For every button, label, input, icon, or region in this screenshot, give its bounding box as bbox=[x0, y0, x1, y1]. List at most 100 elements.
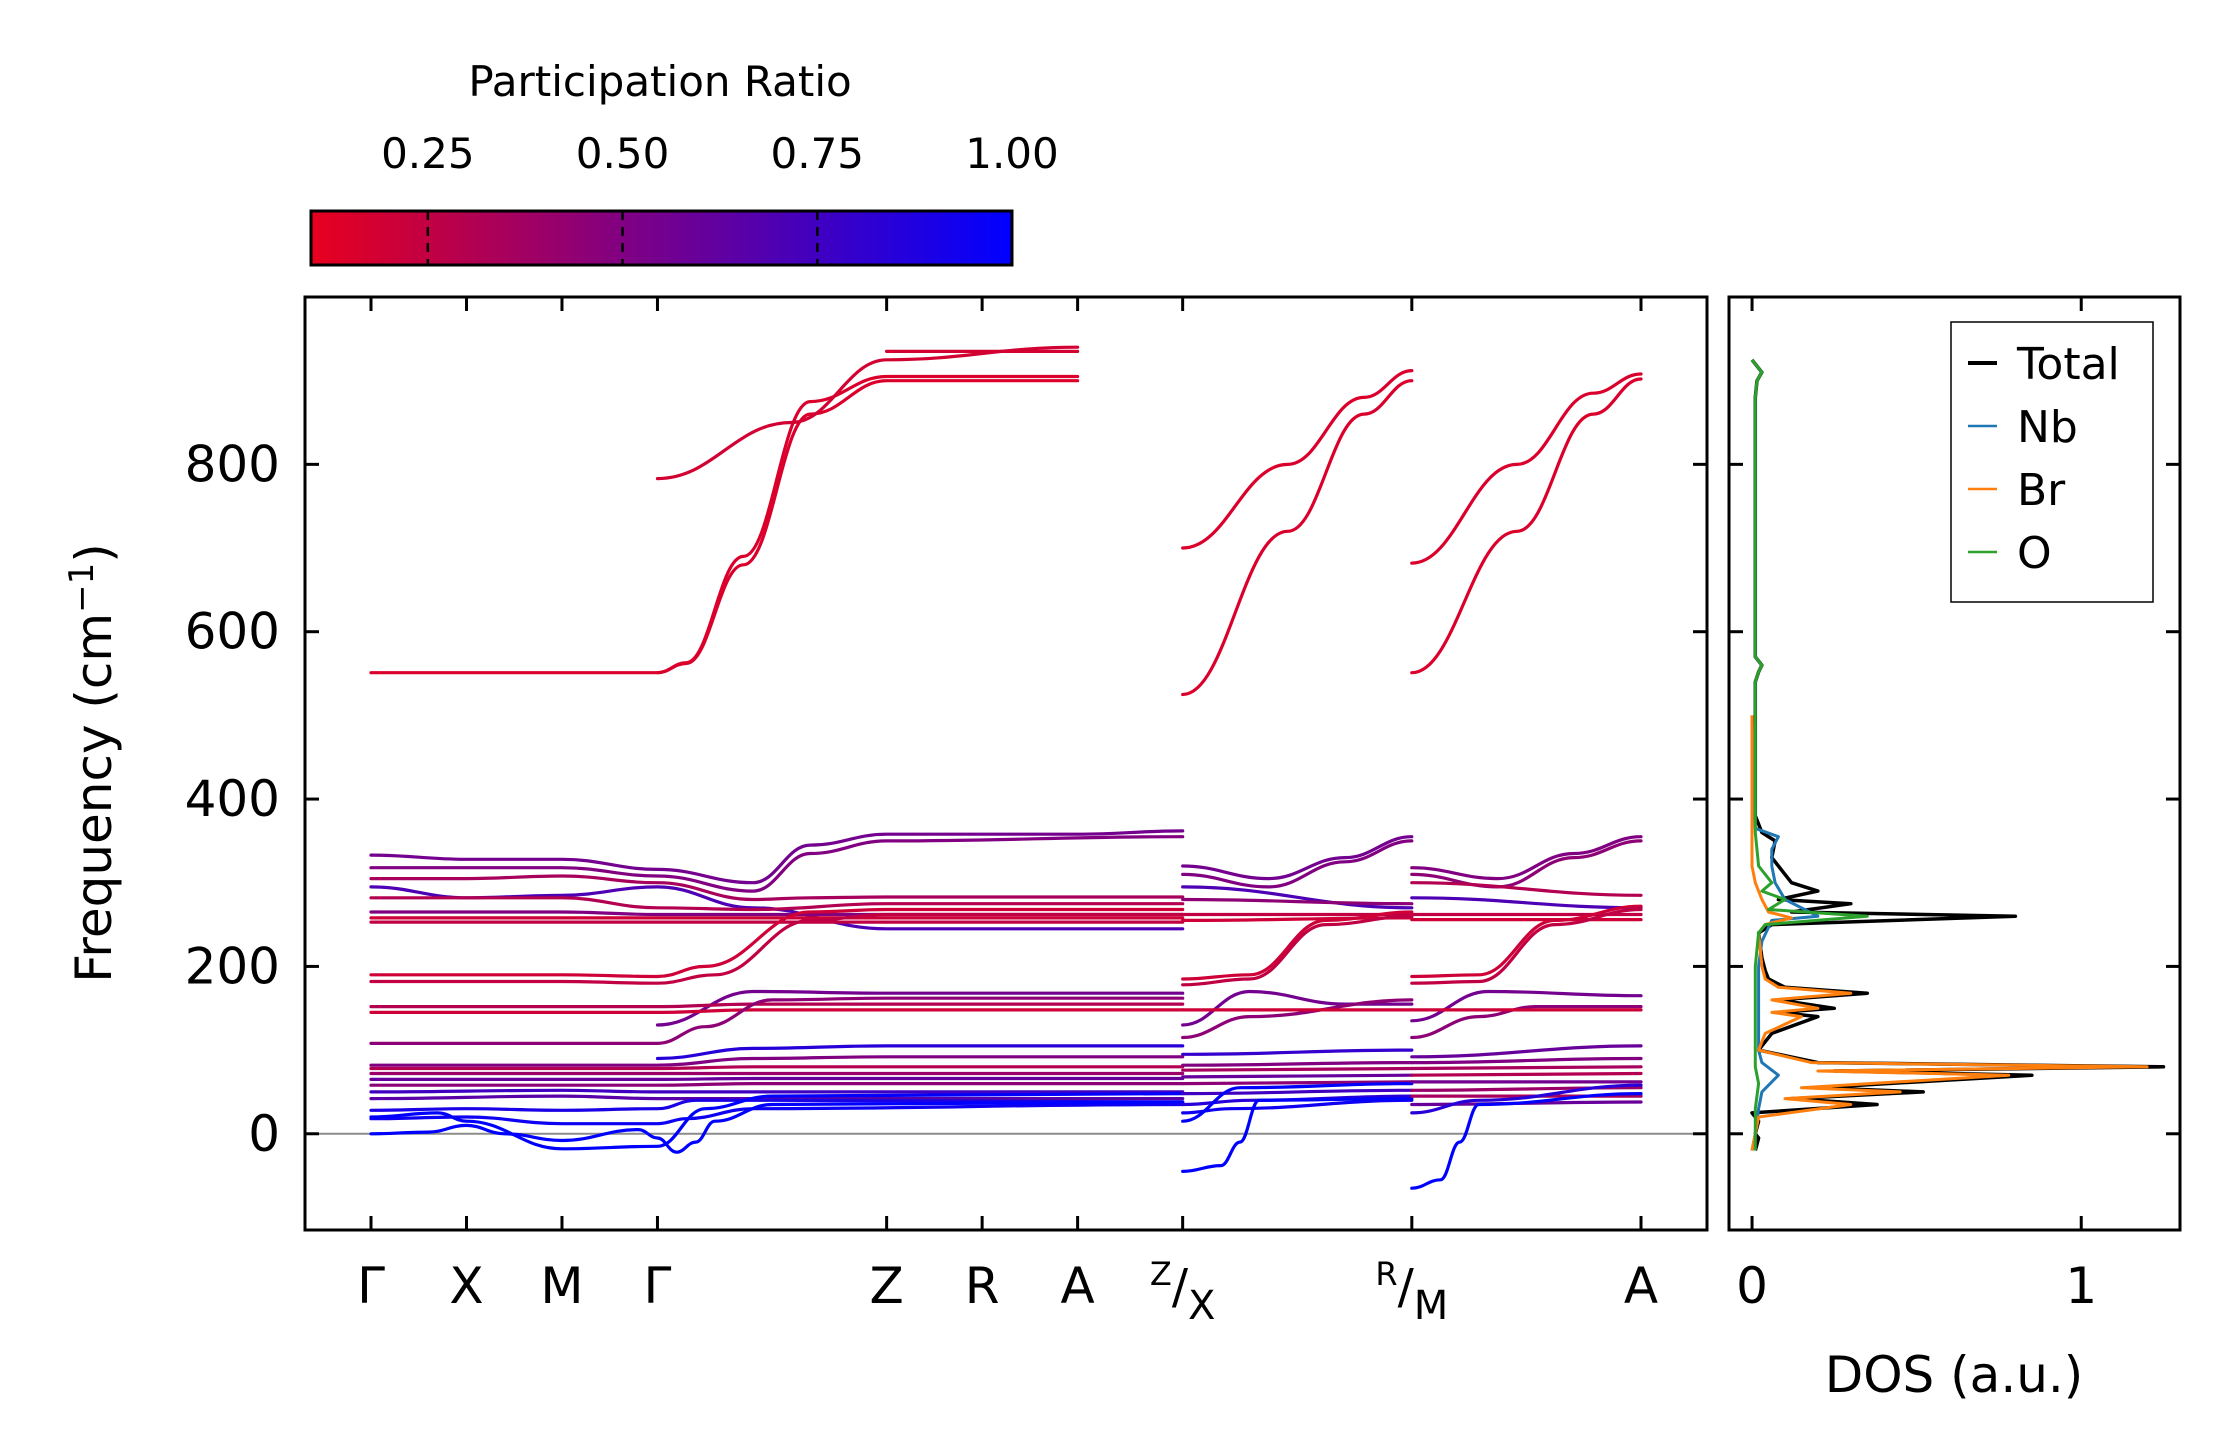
phonon-band bbox=[1410, 907, 1643, 985]
phonon-band bbox=[1181, 839, 1414, 889]
y-tick-label: 400 bbox=[185, 770, 280, 828]
phonon-band bbox=[1181, 1080, 1414, 1086]
colorbar-tick-label: 0.25 bbox=[381, 129, 475, 178]
phonon-band bbox=[1410, 835, 1643, 881]
phonon-band bbox=[369, 1098, 1185, 1112]
k-point-label: M bbox=[540, 1257, 583, 1315]
phonon-band bbox=[369, 1065, 1185, 1071]
phonon-band bbox=[369, 1092, 1185, 1151]
y-tick-label: 200 bbox=[185, 937, 280, 995]
y-axis-label-exponent: −1 bbox=[62, 563, 102, 613]
colorbar: Participation Ratio 0.25 0.50 0.75 1.00 bbox=[309, 57, 1059, 267]
legend-label-br: Br bbox=[2017, 465, 2066, 516]
dos-x-tick-label: 0 bbox=[1736, 1257, 1768, 1315]
phonon-band bbox=[1410, 881, 1643, 897]
phonon-band bbox=[369, 1002, 1185, 1009]
colorbar-gradient bbox=[311, 211, 1012, 265]
dos-x-tick-label: 1 bbox=[2065, 1257, 2097, 1315]
k-point-label-main: M bbox=[1414, 1283, 1449, 1329]
phonon-band bbox=[369, 912, 1185, 985]
dos-curve-br bbox=[1750, 715, 2149, 1151]
phonon-band bbox=[655, 345, 1080, 481]
legend-label-o: O bbox=[2017, 528, 2052, 579]
phonon-band bbox=[1181, 835, 1414, 881]
k-point-label: A bbox=[1624, 1257, 1658, 1315]
k-point-label: Z/X bbox=[1150, 1255, 1216, 1329]
colorbar-label: Participation Ratio bbox=[468, 57, 851, 106]
phonon-band bbox=[369, 1008, 1185, 1015]
y-axis-label-close: ) bbox=[65, 543, 123, 563]
phonon-band bbox=[1181, 885, 1414, 910]
phonon-band bbox=[1181, 1088, 1414, 1096]
dos-x-axis-label: DOS (a.u.) bbox=[1825, 1346, 2084, 1404]
phonon-band bbox=[1410, 1044, 1643, 1059]
y-axis-label-main: Frequency (cm bbox=[65, 613, 123, 983]
phonon-band bbox=[1181, 1073, 1414, 1079]
phonon-band bbox=[1181, 1061, 1414, 1067]
phonon-band bbox=[1410, 1071, 1643, 1077]
phonon-band bbox=[1181, 1097, 1414, 1173]
phonon-band bbox=[1181, 910, 1414, 981]
k-point-label: R bbox=[965, 1257, 1000, 1315]
band-plot-frame bbox=[303, 295, 1709, 1232]
k-point-label-sup: R bbox=[1375, 1255, 1397, 1293]
phonon-band bbox=[655, 1044, 1185, 1061]
phonon-band bbox=[1410, 372, 1643, 565]
legend-label-nb: Nb bbox=[2017, 402, 2078, 453]
band-y-ticks: 0 200 400 600 800 bbox=[185, 435, 1707, 1163]
k-point-label: A bbox=[1061, 1257, 1095, 1315]
phonon-band bbox=[1410, 1092, 1643, 1190]
k-point-label-sup: Z bbox=[1150, 1255, 1172, 1293]
k-point-label: X bbox=[449, 1257, 483, 1315]
phonon-band bbox=[655, 989, 1185, 1027]
k-point-label: Γ bbox=[644, 1257, 672, 1315]
colorbar-frame bbox=[309, 209, 1014, 267]
dos-curve-nb bbox=[1750, 715, 1820, 1151]
legend-label-total: Total bbox=[2016, 339, 2120, 390]
k-point-label: Γ bbox=[357, 1257, 385, 1315]
phonon-band bbox=[1181, 914, 1414, 987]
phonon-band bbox=[1181, 989, 1414, 1027]
phonon-band bbox=[369, 996, 1185, 1046]
phonon-band bbox=[369, 835, 1185, 893]
phonon-band bbox=[369, 1102, 1185, 1126]
phonon-band bbox=[1181, 379, 1414, 697]
dos-plot-frame bbox=[1727, 295, 2182, 1232]
phonon-band bbox=[369, 1055, 1185, 1067]
colorbar-tick-label: 1.00 bbox=[965, 129, 1059, 178]
phonon-band bbox=[1181, 998, 1414, 1040]
phonon-band bbox=[1181, 1048, 1414, 1056]
phonon-band bbox=[369, 1076, 1185, 1082]
dos-y-ticks bbox=[1729, 462, 2180, 1136]
phonon-band bbox=[655, 374, 1080, 675]
legend-frame bbox=[1950, 321, 2154, 603]
y-tick-label: 800 bbox=[185, 435, 280, 493]
phonon-band bbox=[1410, 839, 1643, 889]
colorbar-tick-label: 0.75 bbox=[771, 129, 865, 178]
phonon-band bbox=[1410, 1083, 1643, 1115]
dos-curves bbox=[1750, 358, 2166, 1151]
phonon-band bbox=[1181, 369, 1414, 550]
phonon-band bbox=[1410, 1056, 1643, 1065]
phonon-band bbox=[1410, 377, 1643, 675]
phonon-band bbox=[369, 896, 1185, 912]
phonon-band bbox=[369, 874, 1185, 902]
band-x-ticks: Γ X M Γ Z R A Z/XR/M A bbox=[357, 297, 1658, 1329]
k-point-label: R/M bbox=[1375, 1255, 1448, 1329]
phonon-band bbox=[369, 1094, 1185, 1101]
colorbar-tick-label: 0.50 bbox=[576, 129, 670, 178]
phonon-band bbox=[369, 379, 1080, 675]
dos-curve-o bbox=[1750, 358, 1869, 1151]
k-point-label-main: X bbox=[1188, 1283, 1215, 1329]
phonon-band bbox=[369, 829, 1185, 885]
phonon-band bbox=[369, 1081, 1185, 1087]
k-point-label-slash: / bbox=[1398, 1259, 1415, 1315]
phonon-band bbox=[1181, 1082, 1414, 1123]
phonon-band bbox=[369, 907, 1185, 979]
phonon-band bbox=[1410, 989, 1643, 1023]
phonon-band bbox=[1410, 904, 1643, 979]
